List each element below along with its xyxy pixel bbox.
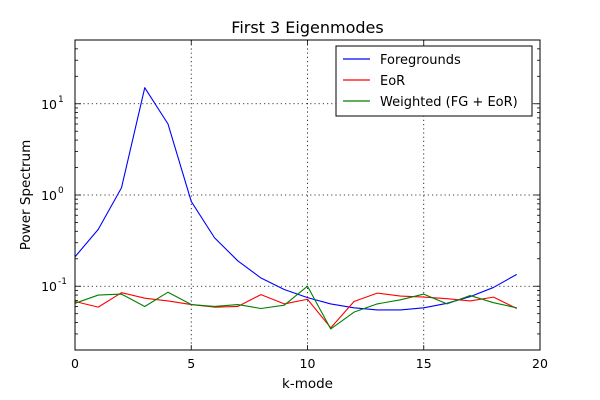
x-tick-label: 5 (187, 356, 195, 371)
legend-label: EoR (380, 74, 405, 89)
y-tick-label-base: 10 (41, 97, 57, 112)
chart-title: First 3 Eigenmodes (231, 18, 383, 37)
series-line-foregrounds (74, 87, 518, 311)
y-tick-label-exponent: -1 (58, 277, 67, 287)
y-axis-label: Power Spectrum (18, 140, 34, 251)
y-tick-label: 10 (41, 188, 57, 203)
x-tick-label: 20 (532, 356, 548, 371)
legend-label: Weighted (FG + EoR) (380, 95, 518, 110)
x-tick-label: 10 (300, 356, 316, 371)
y-tick-label-base: 10 (41, 279, 57, 294)
x-axis-label: k-mode (282, 376, 333, 392)
series-line-eor (74, 292, 517, 329)
y-tick-label: 10 (41, 97, 57, 112)
y-tick-label-exponent: 0 (58, 186, 64, 196)
y-tick-label: 10 (41, 279, 57, 294)
x-tick-label: 0 (71, 356, 79, 371)
series-line-weighted-fg-eor (74, 285, 517, 330)
legend: Foregrounds EoR Weighted (FG + EoR) (335, 45, 533, 117)
legend-label: Foregrounds (380, 53, 461, 68)
y-tick-label-exponent: 1 (58, 95, 64, 105)
legend-box (335, 45, 533, 117)
y-tick-label-base: 10 (41, 188, 57, 203)
series-lines (74, 87, 518, 330)
x-tick-label: 15 (416, 356, 432, 371)
